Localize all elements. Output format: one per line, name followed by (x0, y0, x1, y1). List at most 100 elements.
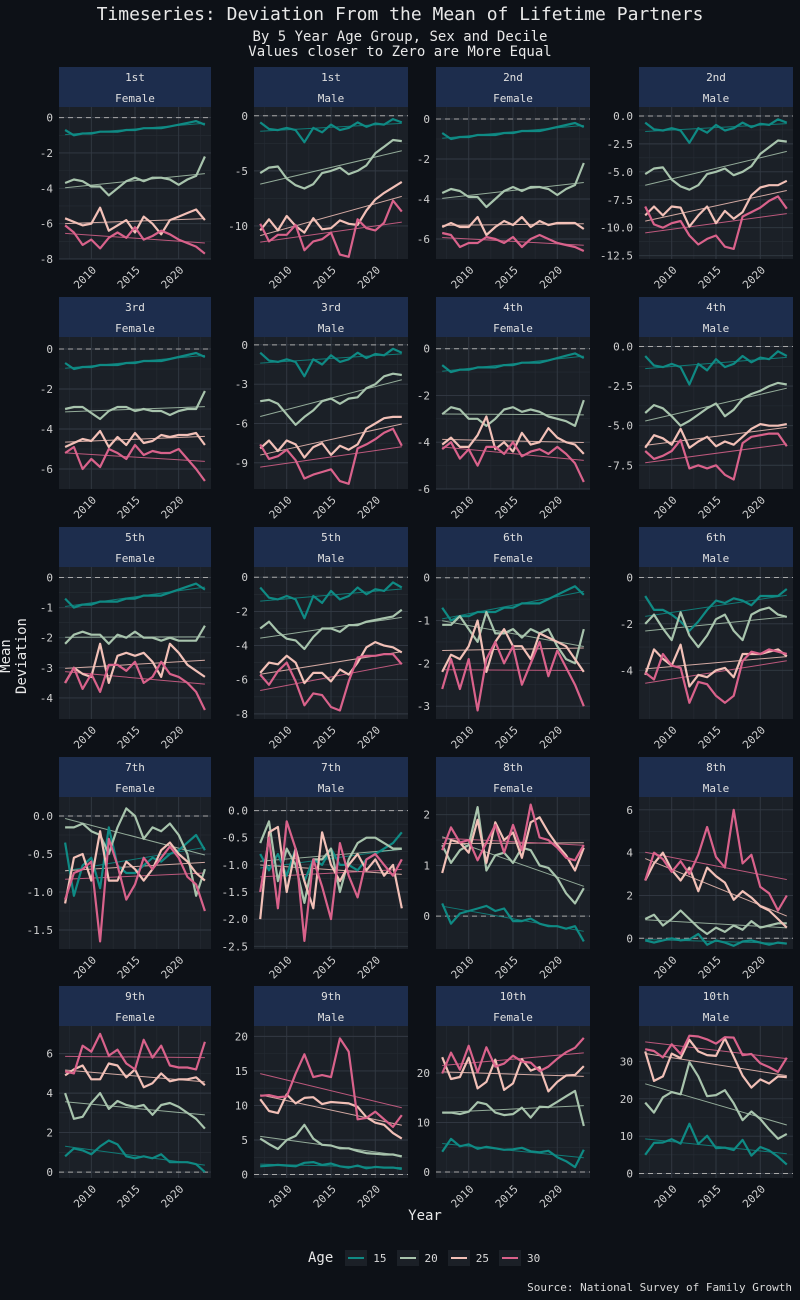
panel-3rd-female: 3rd Female 0 -2 -4 -6 2010 2015 2020 (40, 297, 211, 522)
x-tick-label: 2015 (115, 264, 143, 292)
trend-line-25 (645, 189, 787, 222)
y-tick-label: 0 (423, 910, 430, 923)
y-tick-label: -6 (40, 218, 53, 231)
y-tick-label: -5.0 (607, 166, 634, 179)
legend-item-30: 30 (499, 1250, 540, 1266)
facet-decile-label: 8th (503, 761, 523, 774)
facet-strip (639, 67, 793, 107)
x-tick-label: 2015 (115, 724, 143, 752)
series-line-25 (259, 1093, 403, 1140)
y-tick-label: 0 (46, 1166, 53, 1179)
x-tick-label: 2015 (115, 954, 143, 982)
series-line-20 (644, 909, 787, 936)
facet-strip (639, 527, 793, 567)
panel-4th-female: 4th Female 0 -2 -4 -6 2010 2015 2020 (417, 297, 590, 522)
trend-line-30 (442, 837, 584, 846)
facet-decile-label: 3rd (321, 301, 341, 314)
facet-decile-label: 6th (706, 531, 726, 544)
series-line-15 (259, 117, 403, 144)
series-line-25 (441, 415, 585, 455)
y-tick-label: -10 (228, 220, 248, 233)
trend-line-30 (645, 443, 787, 464)
series-line-20 (259, 1123, 403, 1158)
trend-line-20 (645, 616, 787, 632)
x-tick-label: 2020 (740, 264, 768, 292)
y-tick-label: -2 (40, 147, 53, 160)
series-line-15 (64, 351, 206, 371)
series-line-20 (260, 372, 402, 426)
y-tick-label: -4 (40, 423, 54, 436)
y-tick-label: 0 (241, 1169, 248, 1182)
legend-label: 30 (527, 1251, 541, 1265)
y-tick-label: -10.0 (600, 222, 633, 235)
facet-strip (436, 527, 590, 567)
series-line-15 (644, 118, 788, 144)
x-tick-label: 2010 (449, 954, 477, 982)
legend-swatch (447, 1250, 470, 1266)
series-line-30 (441, 803, 585, 862)
panel-6th-male: 6th Male 0 -2 -4 2010 2015 2020 (620, 527, 793, 752)
series-line-25 (441, 816, 585, 874)
x-tick-label: 2020 (355, 494, 383, 522)
y-tick-label: -2 (40, 383, 53, 396)
trend-line-30 (65, 872, 205, 880)
facet-strip (639, 297, 793, 337)
x-tick-label: 2010 (71, 724, 99, 752)
series-line-20 (441, 162, 585, 209)
y-tick-label: -1.5 (27, 924, 54, 937)
facet-strip (436, 297, 590, 337)
y-tick-label: -2.0 (222, 913, 249, 926)
trend-line-25 (442, 1071, 584, 1077)
x-tick-label: 2015 (493, 494, 521, 522)
series-line-20 (65, 807, 206, 897)
series-line-30 (259, 820, 403, 943)
y-tick-label: 0.0 (613, 110, 633, 123)
x-tick-label: 2015 (696, 1183, 724, 1211)
facet-sex-label: Male (703, 322, 730, 335)
series-line-30 (260, 1037, 403, 1129)
y-tick-label: 1 (423, 859, 430, 872)
series-line-20 (644, 139, 787, 191)
trend-line-15 (260, 588, 402, 602)
x-tick-label: 2020 (159, 264, 187, 292)
y-tick-label: -4 (620, 664, 634, 677)
y-tick-label: 20 (417, 1067, 430, 1080)
x-tick-label: 2020 (537, 724, 565, 752)
y-tick-label: 0 (241, 571, 248, 584)
series-line-20 (644, 381, 787, 427)
series-line-25 (64, 642, 206, 685)
series-line-15 (441, 902, 585, 942)
y-tick-label: 4 (626, 847, 633, 860)
facet-sex-label: Male (318, 782, 345, 795)
x-tick-label: 2015 (696, 264, 724, 292)
y-tick-label: -6 (235, 674, 248, 687)
trend-line-30 (645, 1041, 787, 1060)
y-tick-label: -1.0 (27, 886, 54, 899)
panel-1st-female: 1st Female 0 -2 -4 -6 -8 2010 2015 2020 (40, 67, 211, 292)
facet-sex-label: Female (115, 552, 155, 565)
trend-line-20 (442, 1105, 584, 1113)
trend-line-30 (65, 671, 205, 685)
y-tick-label: 0 (241, 339, 248, 352)
series-line-25 (441, 215, 585, 237)
facet-decile-label: 2nd (706, 71, 726, 84)
series-line-15 (644, 1122, 788, 1166)
chart-title: Timeseries: Deviation From the Mean of L… (96, 4, 704, 25)
trend-line-25 (442, 842, 584, 845)
x-tick-label: 2020 (159, 954, 187, 982)
facet-strip (59, 67, 211, 107)
legend-swatch (396, 1250, 419, 1266)
y-tick-label: -6 (40, 463, 53, 476)
facet-strip (436, 757, 590, 797)
x-tick-label: 2020 (355, 1183, 383, 1211)
y-tick-label: -4 (417, 436, 431, 449)
y-tick-label: -5.0 (607, 420, 634, 433)
x-tick-label: 2010 (652, 724, 680, 752)
y-tick-label: 10 (620, 1130, 633, 1143)
facet-decile-label: 7th (125, 761, 145, 774)
y-tick-label: -0.5 (27, 848, 54, 861)
facet-decile-label: 2nd (503, 71, 523, 84)
y-tick-label: -0.5 (222, 832, 249, 845)
panel-9th-female: 9th Female 0 2 4 6 2010 2015 2020 (46, 986, 211, 1211)
